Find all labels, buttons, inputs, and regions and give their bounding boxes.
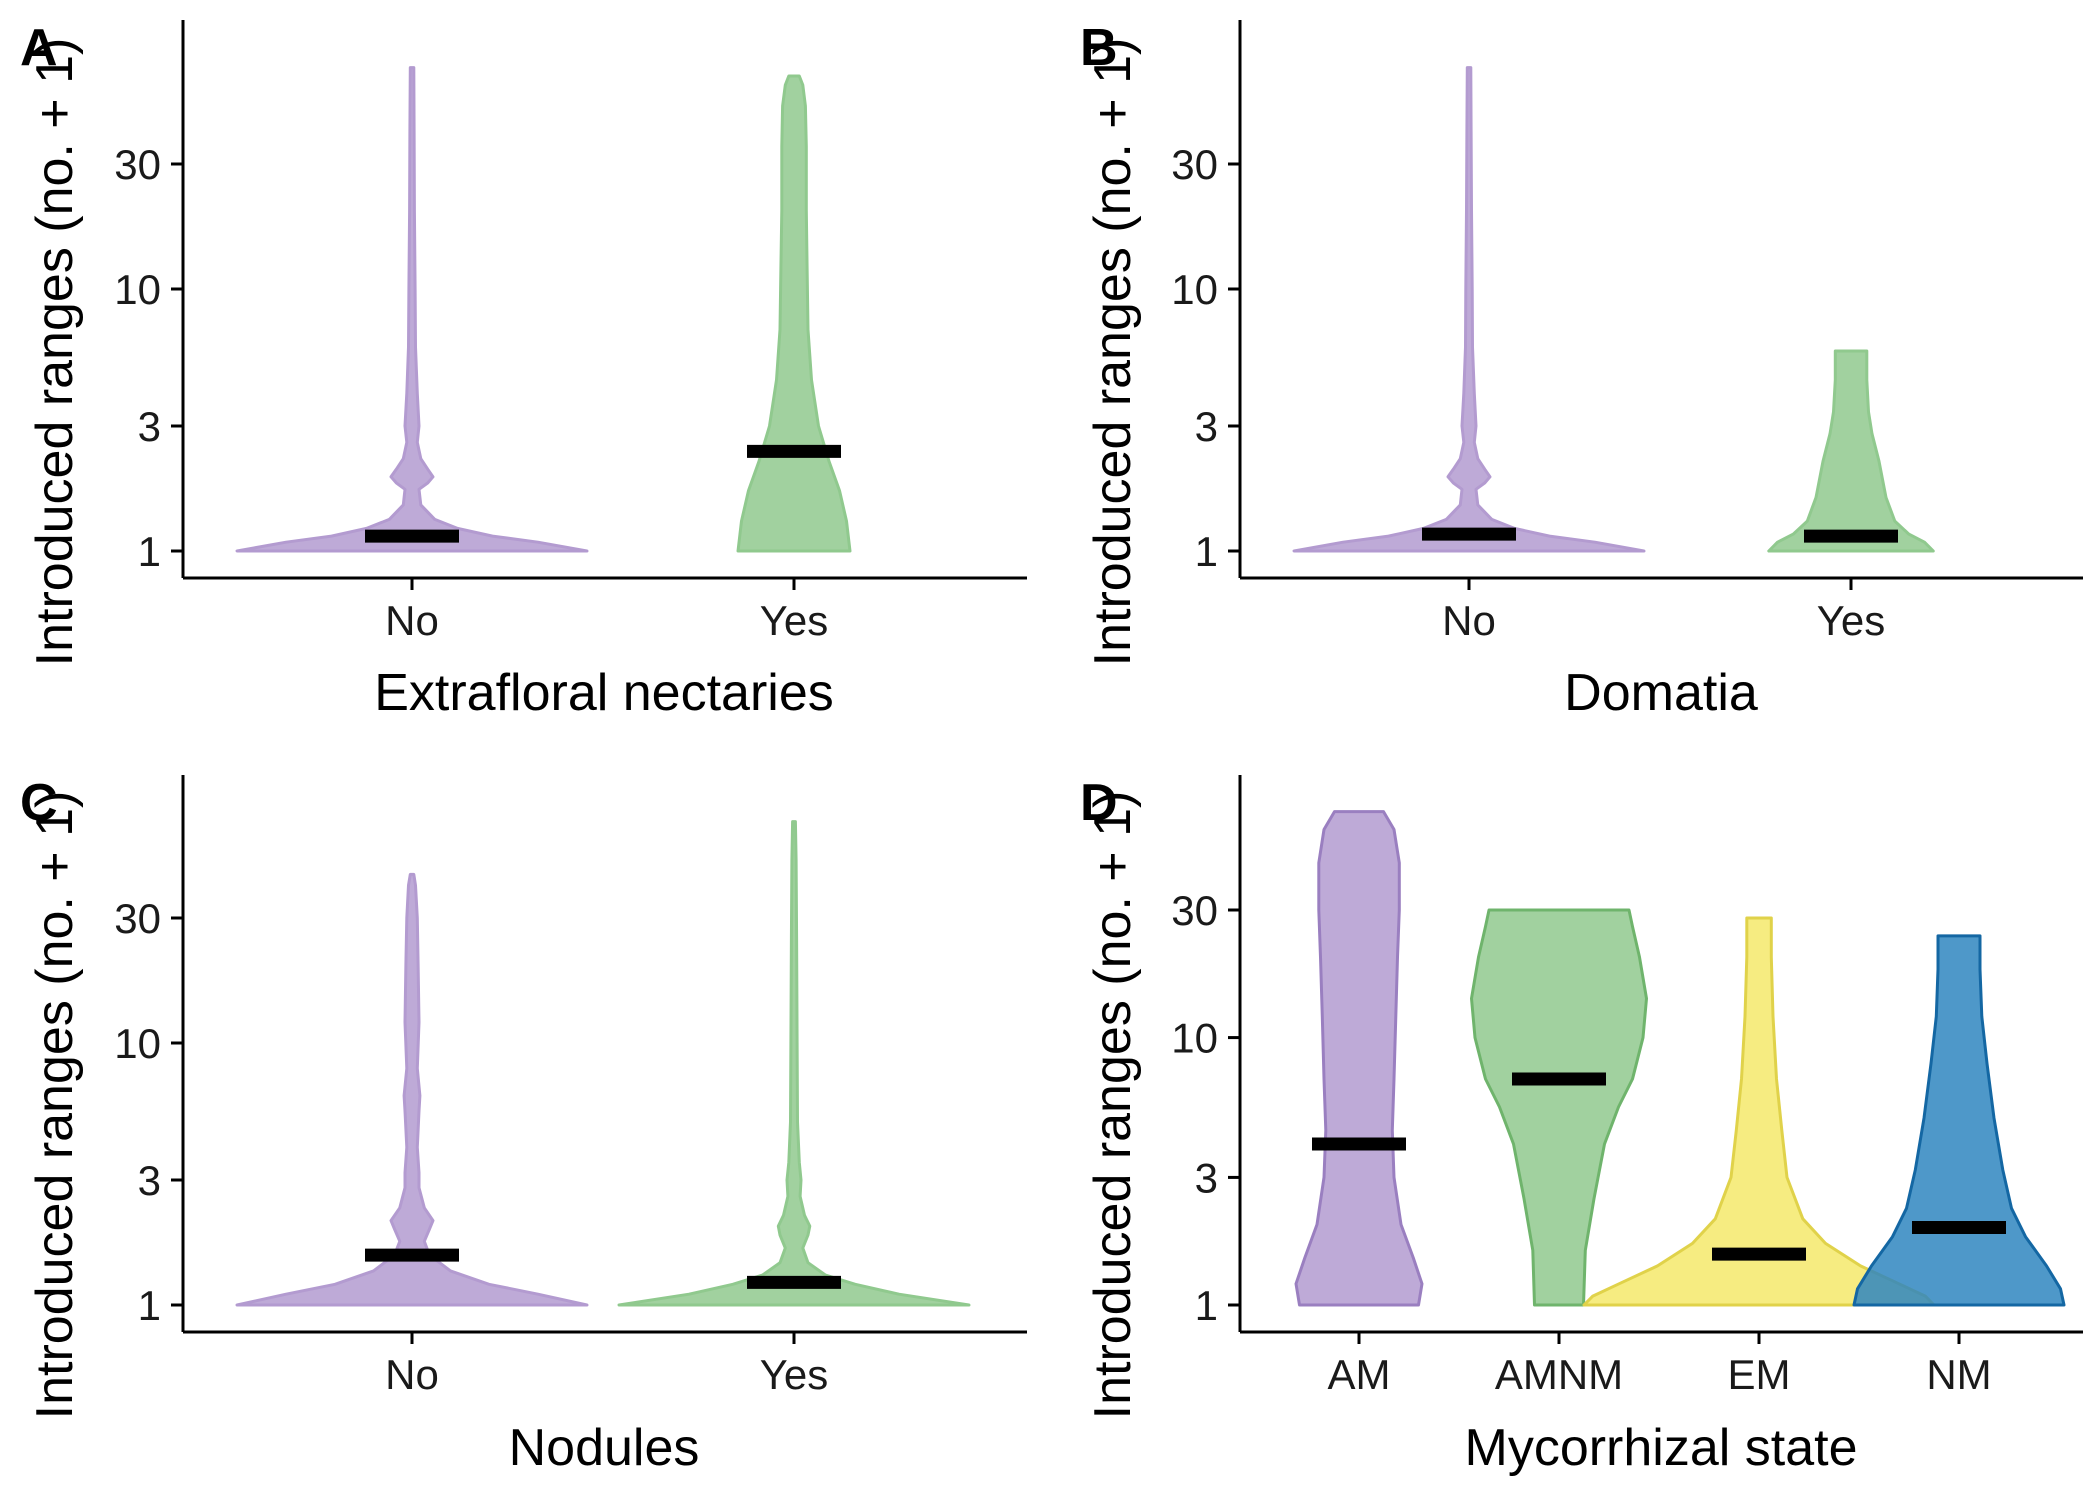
x-tick-label: No [1442, 597, 1496, 644]
panel-a: A Introduced ranges (no. + 1) Extraflora… [20, 19, 1027, 722]
panel-c: C Introduced ranges (no. + 1) Nodules 1 3… [20, 774, 1027, 1477]
x-tick-label: AM [1328, 1351, 1391, 1398]
x-tick-label: AMNM [1495, 1351, 1623, 1398]
y-tick-label: 3 [138, 403, 161, 450]
panel-a-ylabel: Introduced ranges (no. + 1) [26, 38, 84, 667]
violin-amnm [1470, 908, 1648, 1307]
panel-a-xlabel: Extrafloral nectaries [374, 664, 834, 722]
violin-em [1582, 916, 1936, 1307]
y-tick-label: 30 [114, 141, 161, 188]
panel-c-plot: 1 3 10 30 No Yes [114, 775, 1027, 1398]
y-tick-label: 30 [1171, 887, 1218, 934]
y-tick-label: 10 [1171, 266, 1218, 313]
violin-no [235, 872, 589, 1307]
violin-nm [1852, 934, 2066, 1307]
y-tick-label: 3 [1195, 1154, 1218, 1201]
y-tick-label: 10 [114, 1020, 161, 1067]
violin-yes [1767, 349, 1935, 553]
y-tick-label: 10 [1171, 1015, 1218, 1062]
panel-d-xlabel: Mycorrhizal state [1465, 1419, 1858, 1477]
x-tick-label: Yes [760, 1351, 829, 1398]
y-tick-label: 1 [1195, 528, 1218, 575]
panel-b-plot: 1 3 10 30 No Yes [1171, 20, 2083, 644]
y-tick-label: 1 [138, 1282, 161, 1329]
x-tick-label: Yes [1817, 597, 1886, 644]
panel-b-xlabel: Domatia [1564, 664, 1758, 722]
panel-c-xlabel: Nodules [509, 1419, 700, 1477]
y-tick-label: 3 [138, 1157, 161, 1204]
violin-yes [617, 820, 971, 1307]
violin-yes [736, 74, 852, 553]
y-tick-label: 30 [114, 895, 161, 942]
panel-d-ylabel: Introduced ranges (no. + 1) [1084, 791, 1142, 1420]
panel-d: D Introduced ranges (no. + 1) Mycorrhiza… [1080, 774, 2083, 1477]
y-tick-label: 10 [114, 266, 161, 313]
x-tick-label: NM [1926, 1351, 1991, 1398]
y-tick-label: 30 [1171, 141, 1218, 188]
panel-d-tag: D [1080, 774, 1118, 832]
panel-c-ylabel: Introduced ranges (no. + 1) [26, 791, 84, 1420]
y-tick-label: 3 [1195, 403, 1218, 450]
panel-b: B Introduced ranges (no. + 1) Domatia 1 3… [1080, 19, 2083, 722]
panel-a-plot: 1 3 10 30 No Yes [114, 20, 1027, 644]
panel-b-tag: B [1080, 19, 1118, 77]
violin-no [235, 66, 589, 553]
x-tick-label: No [385, 1351, 439, 1398]
x-tick-label: No [385, 597, 439, 644]
violin-no [1292, 66, 1646, 553]
panel-b-ylabel: Introduced ranges (no. + 1) [1084, 38, 1142, 667]
panel-a-tag: A [20, 19, 58, 77]
x-tick-label: EM [1728, 1351, 1791, 1398]
y-tick-label: 1 [138, 528, 161, 575]
violin-am [1294, 810, 1424, 1307]
x-tick-label: Yes [760, 597, 829, 644]
panel-d-plot: 1 3 10 30 AM AMNM EM NM [1171, 775, 2083, 1398]
panel-c-tag: C [20, 774, 58, 832]
y-tick-label: 1 [1195, 1282, 1218, 1329]
